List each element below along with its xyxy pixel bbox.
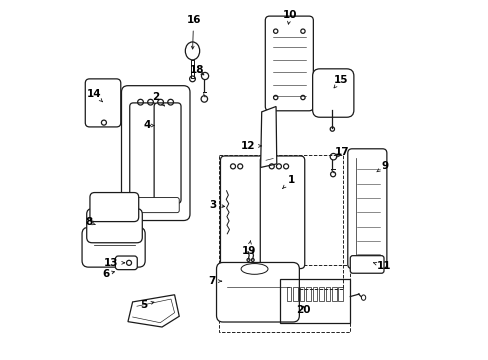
FancyBboxPatch shape: [82, 227, 145, 267]
Bar: [280, 279, 349, 323]
Bar: [325, 287, 329, 301]
FancyBboxPatch shape: [115, 256, 137, 270]
Text: 1: 1: [282, 175, 294, 188]
Text: 11: 11: [373, 261, 390, 271]
Text: 9: 9: [376, 161, 388, 172]
Polygon shape: [128, 295, 179, 327]
Ellipse shape: [185, 42, 199, 60]
Text: 16: 16: [186, 15, 201, 49]
FancyBboxPatch shape: [347, 149, 386, 269]
Text: 6: 6: [102, 269, 114, 279]
FancyBboxPatch shape: [265, 16, 313, 111]
Text: 2: 2: [152, 92, 164, 106]
Bar: [331, 287, 336, 301]
Text: 20: 20: [296, 305, 310, 315]
Bar: [305, 287, 310, 301]
Text: 12: 12: [241, 141, 261, 151]
Text: 5: 5: [140, 300, 154, 310]
Bar: [219, 265, 349, 332]
Bar: [299, 287, 304, 301]
Bar: [312, 287, 317, 301]
FancyBboxPatch shape: [154, 103, 181, 203]
FancyBboxPatch shape: [85, 79, 121, 127]
Ellipse shape: [241, 264, 267, 274]
Text: 15: 15: [333, 75, 348, 88]
Bar: [293, 287, 297, 301]
FancyBboxPatch shape: [349, 256, 383, 273]
Text: 19: 19: [241, 240, 255, 256]
FancyBboxPatch shape: [121, 86, 190, 221]
Ellipse shape: [361, 295, 365, 300]
FancyBboxPatch shape: [216, 262, 299, 322]
Text: 10: 10: [282, 10, 297, 24]
FancyBboxPatch shape: [132, 198, 179, 213]
Text: 4: 4: [143, 121, 154, 130]
Bar: [219, 155, 343, 289]
FancyBboxPatch shape: [220, 156, 264, 269]
FancyBboxPatch shape: [129, 103, 156, 203]
FancyBboxPatch shape: [312, 69, 353, 117]
Text: 8: 8: [85, 217, 95, 227]
Bar: [338, 287, 343, 301]
FancyBboxPatch shape: [260, 156, 304, 269]
Text: 18: 18: [189, 65, 204, 75]
Text: 17: 17: [334, 147, 348, 157]
Bar: [286, 287, 291, 301]
Text: 13: 13: [103, 258, 124, 268]
FancyBboxPatch shape: [90, 193, 139, 222]
FancyBboxPatch shape: [86, 209, 142, 243]
Text: 3: 3: [209, 200, 224, 210]
Polygon shape: [260, 107, 276, 167]
Bar: [319, 287, 323, 301]
Text: 7: 7: [208, 276, 221, 286]
Text: 14: 14: [87, 89, 102, 102]
